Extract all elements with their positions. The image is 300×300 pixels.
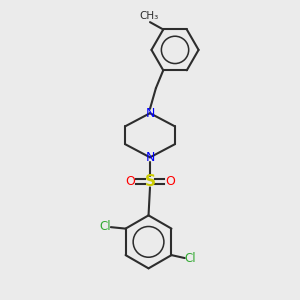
Text: N: N <box>145 107 155 120</box>
Text: Cl: Cl <box>100 220 111 233</box>
Text: N: N <box>145 151 155 164</box>
Text: Cl: Cl <box>185 252 197 266</box>
Text: O: O <box>165 175 175 188</box>
Text: S: S <box>145 174 155 189</box>
Text: O: O <box>125 175 135 188</box>
Text: CH₃: CH₃ <box>139 11 158 21</box>
